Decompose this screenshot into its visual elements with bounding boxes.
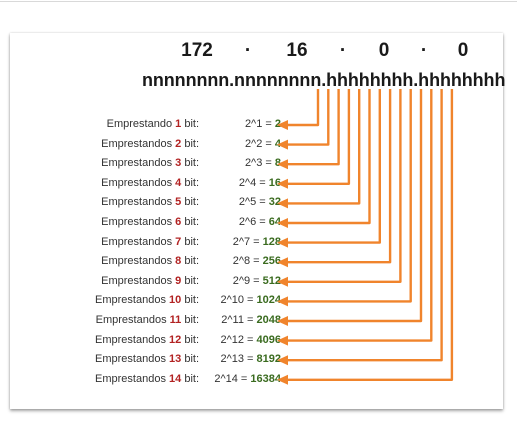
arrow-line <box>286 89 339 164</box>
arrow-head <box>277 277 288 287</box>
arrow-head <box>277 336 288 346</box>
arrow-line <box>286 89 318 125</box>
arrow-head <box>277 296 288 306</box>
arrow-line <box>286 89 400 282</box>
arrow-head <box>277 140 288 150</box>
borrowed-bit-arrow <box>277 89 431 346</box>
arrow-head <box>277 218 288 228</box>
arrow-head <box>277 179 288 189</box>
arrow-head <box>277 159 288 169</box>
arrow-head <box>277 198 288 208</box>
arrow-head <box>277 375 288 385</box>
arrow-line <box>286 89 328 145</box>
arrow-line <box>286 89 380 243</box>
arrow-head <box>277 238 288 248</box>
borrowed-bit-arrow <box>277 89 370 228</box>
arrow-line <box>286 89 442 360</box>
borrowed-bit-arrow <box>277 89 318 130</box>
arrow-head <box>277 316 288 326</box>
arrow-head <box>277 120 288 130</box>
arrow-head <box>277 355 288 365</box>
borrowed-bit-arrow <box>277 89 328 150</box>
borrowed-bit-arrow <box>277 89 390 267</box>
arrow-head <box>277 257 288 267</box>
